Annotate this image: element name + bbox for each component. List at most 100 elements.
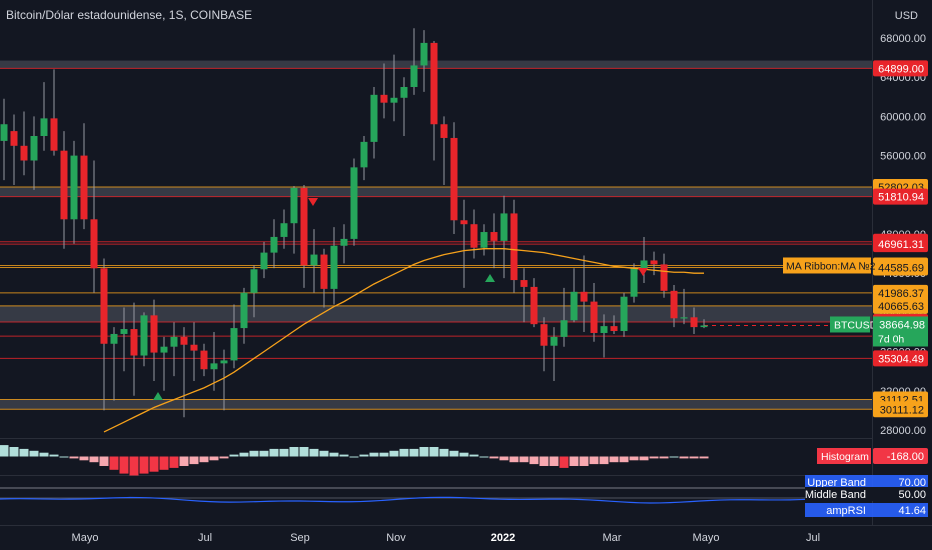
buy-signal-marker bbox=[153, 392, 163, 400]
histogram-bar bbox=[419, 447, 429, 457]
candle-body bbox=[310, 254, 318, 266]
histogram-bar bbox=[319, 450, 329, 457]
rsi-label-value: 41.64 bbox=[898, 505, 926, 517]
histogram-bar bbox=[469, 454, 479, 457]
ma-ribbon-path bbox=[103, 248, 704, 433]
candle-body bbox=[60, 150, 68, 220]
candle-body bbox=[620, 296, 628, 332]
histogram-bar bbox=[109, 456, 119, 470]
candle-body bbox=[70, 155, 78, 220]
zone-band bbox=[0, 305, 872, 323]
histogram-bar bbox=[279, 448, 289, 457]
histogram-bar bbox=[599, 456, 609, 465]
histogram-bar bbox=[439, 448, 449, 457]
histogram-bar bbox=[9, 447, 19, 457]
candle-body bbox=[360, 141, 368, 168]
candle-body bbox=[530, 286, 538, 325]
histogram-bar bbox=[509, 456, 519, 463]
candle-body bbox=[450, 137, 458, 221]
price-level-badge: 46961.31 bbox=[878, 239, 924, 251]
price-level-badge: 41986.37 bbox=[878, 288, 924, 300]
histogram-bar bbox=[479, 456, 489, 458]
candle-body bbox=[80, 155, 88, 220]
candle-body bbox=[220, 360, 228, 364]
candle-body bbox=[580, 291, 588, 302]
histogram-bar bbox=[489, 456, 499, 459]
candles bbox=[0, 28, 708, 418]
histogram-bar bbox=[619, 456, 629, 463]
histogram-bar bbox=[569, 456, 579, 466]
x-tick-label: Sep bbox=[290, 532, 310, 544]
histogram-bar bbox=[359, 454, 369, 457]
histogram-bar bbox=[349, 456, 359, 458]
histogram-bar bbox=[309, 448, 319, 457]
candle-body bbox=[500, 213, 508, 241]
time-axis[interactable]: Mayo Jul Sep Nov 2022 Mar Mayo Jul bbox=[72, 532, 820, 544]
candle-body bbox=[210, 363, 218, 370]
price-level-badge: 44585.69 bbox=[878, 262, 924, 274]
histogram-bar bbox=[99, 456, 109, 466]
histogram-bar bbox=[679, 456, 689, 459]
y-tick-label: 60000.00 bbox=[880, 111, 926, 123]
currency-label: USD bbox=[894, 10, 918, 22]
histogram-bar bbox=[69, 456, 79, 459]
histogram-bar bbox=[559, 456, 569, 468]
histogram-bar bbox=[129, 456, 139, 476]
price-level-badge-bg bbox=[873, 350, 928, 367]
x-tick-label: Mayo bbox=[693, 532, 720, 544]
price-level-badge-bg bbox=[873, 236, 928, 253]
histogram-bar bbox=[369, 452, 379, 457]
candle-body bbox=[20, 145, 28, 161]
current-price-badge-bg bbox=[873, 316, 928, 347]
candle-body bbox=[120, 329, 128, 334]
y-tick-label: 56000.00 bbox=[880, 151, 926, 163]
x-tick-label: Nov bbox=[386, 532, 406, 544]
price-badges: 64899.0052802.0351810.9447205.9246961.31… bbox=[783, 60, 928, 517]
histogram-bar bbox=[429, 447, 439, 457]
price-level-badge-bg bbox=[873, 297, 928, 314]
histogram-bar bbox=[339, 454, 349, 457]
histogram-bar bbox=[649, 456, 659, 459]
histogram-bar bbox=[29, 450, 39, 457]
candle-body bbox=[690, 317, 698, 328]
price-level-badge-bg bbox=[873, 284, 928, 301]
histogram-bar bbox=[449, 450, 459, 457]
histogram-bar bbox=[149, 456, 159, 472]
candle-body bbox=[100, 268, 108, 344]
x-tick-label: Mar bbox=[603, 532, 622, 544]
candle-body bbox=[390, 97, 398, 103]
candle-body bbox=[170, 336, 178, 347]
candle-body bbox=[610, 326, 618, 332]
candle-body bbox=[330, 245, 338, 289]
histogram-bar bbox=[589, 456, 599, 465]
signal-markers bbox=[153, 198, 648, 400]
histogram-panel bbox=[0, 445, 709, 476]
rsi-label-value: 70.00 bbox=[898, 477, 926, 489]
candle-body bbox=[700, 325, 708, 328]
histogram-bar bbox=[669, 456, 679, 458]
histogram-bar bbox=[499, 456, 509, 461]
candle-body bbox=[260, 252, 268, 270]
candle-body bbox=[290, 187, 298, 224]
histogram-value-bg bbox=[873, 448, 928, 464]
histogram-bar bbox=[209, 456, 219, 461]
x-tick-label: 2022 bbox=[491, 532, 515, 544]
x-tick-label: Mayo bbox=[72, 532, 99, 544]
rsi-label-value: 50.00 bbox=[898, 489, 926, 501]
candle-body bbox=[180, 336, 188, 345]
histogram-bar bbox=[89, 456, 99, 463]
candle-body bbox=[240, 292, 248, 329]
histogram-bar bbox=[229, 454, 239, 457]
candle-body bbox=[280, 223, 288, 237]
candle-body bbox=[370, 94, 378, 142]
histogram-bar bbox=[409, 448, 419, 457]
histogram-bar bbox=[299, 447, 309, 457]
histogram-bar bbox=[259, 450, 269, 457]
rsi-label-bg bbox=[805, 503, 928, 517]
rsi-label-bg bbox=[805, 487, 928, 501]
histogram-bar bbox=[169, 456, 179, 468]
ma-ribbon-label-bg bbox=[783, 257, 871, 274]
zone-band bbox=[0, 399, 872, 410]
price-level-badge-bg bbox=[873, 60, 928, 77]
